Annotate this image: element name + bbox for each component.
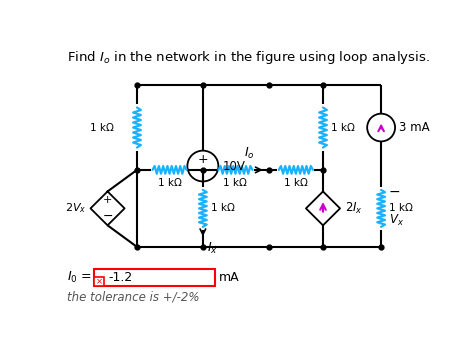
FancyBboxPatch shape bbox=[94, 269, 215, 286]
Text: −: − bbox=[198, 165, 208, 178]
Text: 1 kΩ: 1 kΩ bbox=[90, 122, 114, 132]
Text: +: + bbox=[103, 195, 112, 205]
Text: -1.2: -1.2 bbox=[109, 271, 133, 284]
Text: 1 kΩ: 1 kΩ bbox=[158, 177, 181, 187]
Text: 1 kΩ: 1 kΩ bbox=[389, 203, 413, 213]
Text: −: − bbox=[102, 210, 113, 223]
Text: $2V_x$: $2V_x$ bbox=[65, 201, 86, 215]
Text: $V_x$: $V_x$ bbox=[389, 213, 404, 228]
Text: +: + bbox=[198, 154, 208, 166]
Text: $I_o$: $I_o$ bbox=[244, 146, 255, 161]
Text: 1 kΩ: 1 kΩ bbox=[331, 122, 355, 132]
Text: ×: × bbox=[96, 277, 102, 286]
Text: −: − bbox=[389, 185, 400, 198]
Text: 10V: 10V bbox=[222, 160, 245, 172]
Text: the tolerance is +/-2%: the tolerance is +/-2% bbox=[67, 291, 200, 303]
Text: mA: mA bbox=[218, 271, 239, 284]
Text: 1 kΩ: 1 kΩ bbox=[284, 177, 308, 187]
Text: Find $I_o$ in the network in the figure using loop analysis.: Find $I_o$ in the network in the figure … bbox=[67, 49, 430, 66]
Text: $I_0$ =: $I_0$ = bbox=[67, 270, 92, 285]
Text: $I_x$: $I_x$ bbox=[207, 241, 218, 256]
Text: 1 kΩ: 1 kΩ bbox=[224, 177, 248, 187]
Text: 3 mA: 3 mA bbox=[399, 121, 429, 134]
Text: $2I_x$: $2I_x$ bbox=[345, 201, 363, 216]
Bar bbox=[94, 277, 104, 286]
Text: 1 kΩ: 1 kΩ bbox=[210, 203, 235, 213]
